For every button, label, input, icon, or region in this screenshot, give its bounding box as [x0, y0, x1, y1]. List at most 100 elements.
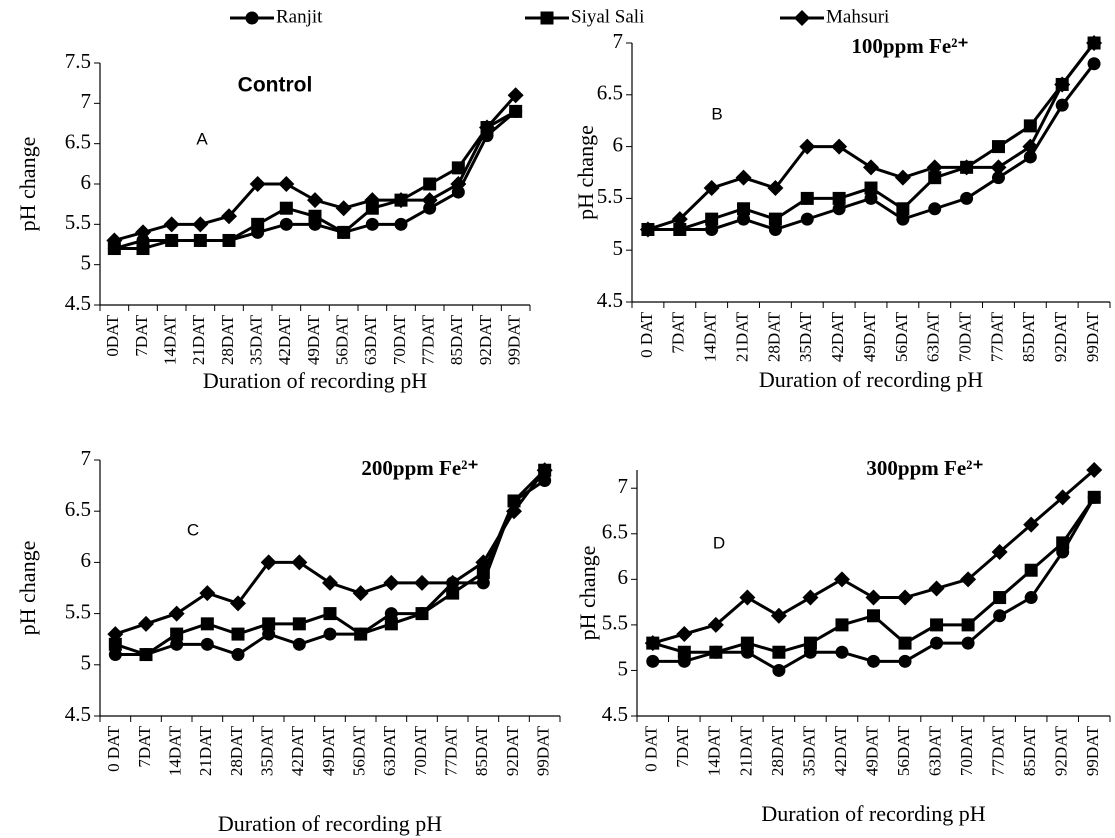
marker — [671, 211, 688, 228]
x-tick-label: 56DAT — [894, 725, 913, 776]
marker — [898, 654, 912, 668]
x-tick-label: 0 DAT — [642, 725, 661, 771]
marker — [108, 637, 122, 651]
marker — [384, 607, 398, 621]
marker — [896, 212, 910, 226]
marker — [768, 222, 782, 236]
marker — [800, 212, 814, 226]
marker — [278, 176, 295, 192]
marker — [1023, 516, 1040, 533]
marker — [231, 648, 245, 662]
marker — [770, 607, 787, 624]
x-tick-label: 0 DAT — [637, 311, 656, 357]
marker — [506, 503, 522, 520]
marker — [768, 212, 782, 226]
marker — [365, 201, 379, 215]
marker — [961, 618, 975, 632]
marker — [928, 202, 942, 216]
marker — [168, 605, 185, 622]
marker — [192, 216, 209, 233]
x-tick-label: 28DAT — [764, 311, 783, 362]
marker — [991, 544, 1008, 560]
marker — [163, 216, 180, 233]
marker — [170, 637, 184, 651]
marker — [867, 654, 880, 668]
y-tick-label: 6 — [81, 170, 92, 194]
x-tick-label: 99DAT — [534, 725, 553, 776]
marker — [323, 627, 337, 641]
marker — [135, 224, 151, 241]
x-tick-label: 28DAT — [768, 725, 787, 776]
y-tick-label: 6 — [618, 565, 629, 589]
x-tick-label: 92DAT — [476, 314, 495, 365]
x-tick-label: 49DAT — [319, 725, 338, 776]
x-tick-label: 49DAT — [862, 725, 881, 776]
panel: 4.5 5 5.5 6 6.5 7 0 DAT 7DAT 14DAT 21DAT 28DAT 35DA… — [15, 446, 561, 836]
marker — [897, 589, 914, 606]
x-axis-title: Duration of recording pH — [761, 801, 985, 826]
x-tick-label: 42DAT — [288, 725, 307, 776]
x-tick-label: 35DAT — [796, 311, 815, 362]
y-tick-label: 7 — [81, 89, 92, 113]
marker — [703, 180, 720, 197]
x-tick-label: 42DAT — [831, 725, 850, 776]
marker — [139, 648, 153, 662]
x-tick-label: 0 DAT — [104, 725, 123, 771]
marker — [107, 626, 124, 643]
marker — [245, 11, 259, 25]
x-tick-label: 14DAT — [161, 314, 180, 365]
x-tick-label: 99DAT — [1083, 725, 1102, 776]
marker — [444, 574, 461, 591]
marker — [1056, 536, 1070, 550]
x-axis-title: Duration of recording pH — [759, 367, 983, 392]
marker — [928, 580, 945, 597]
marker — [1054, 76, 1071, 93]
y-tick-label: 4.5 — [65, 702, 91, 726]
marker — [384, 617, 398, 631]
x-tick-label: 63DAT — [380, 725, 399, 776]
marker — [540, 11, 554, 25]
x-tick-label: 92DAT — [1052, 725, 1071, 776]
marker — [894, 169, 911, 186]
y-tick-label: 4.5 — [602, 702, 628, 726]
marker — [262, 617, 276, 631]
marker — [479, 119, 495, 136]
marker — [138, 615, 154, 632]
marker — [354, 627, 368, 641]
marker — [639, 221, 656, 238]
marker — [322, 574, 338, 591]
x-tick-label: 63DAT — [361, 314, 380, 365]
x-tick-label: 56DAT — [333, 314, 352, 365]
marker — [832, 202, 846, 216]
marker — [476, 576, 490, 590]
y-axis-title: pH change — [15, 137, 40, 232]
y-tick-label: 5.5 — [65, 599, 91, 623]
x-tick-label: 77DAT — [419, 314, 438, 365]
marker — [383, 574, 400, 591]
x-tick-label: 7DAT — [669, 311, 688, 353]
y-tick-label: 5.5 — [602, 611, 628, 635]
marker — [799, 138, 816, 155]
marker — [772, 645, 786, 659]
marker — [538, 473, 552, 487]
x-tick-label: 99DAT — [1083, 311, 1102, 362]
y-axis-title: pH change — [575, 546, 600, 641]
marker — [803, 636, 817, 650]
marker — [337, 225, 351, 239]
x-tick-label: 49DAT — [304, 314, 323, 365]
y-axis-title: pH change — [573, 125, 598, 220]
marker — [106, 232, 123, 249]
marker — [864, 181, 878, 195]
y-tick-label: 7 — [81, 446, 92, 470]
marker — [739, 589, 756, 606]
marker — [961, 636, 975, 650]
marker — [199, 585, 216, 602]
marker — [1087, 57, 1101, 71]
x-tick-label: 14DAT — [705, 725, 724, 776]
marker — [222, 233, 236, 247]
marker — [393, 192, 409, 209]
marker — [221, 208, 237, 225]
marker — [930, 618, 944, 632]
marker — [864, 191, 878, 205]
x-tick-label: 21DAT — [189, 314, 208, 365]
